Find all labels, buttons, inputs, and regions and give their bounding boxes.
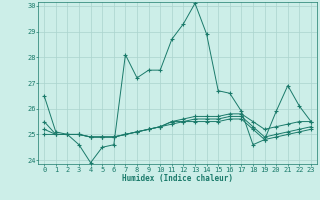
- X-axis label: Humidex (Indice chaleur): Humidex (Indice chaleur): [122, 174, 233, 183]
